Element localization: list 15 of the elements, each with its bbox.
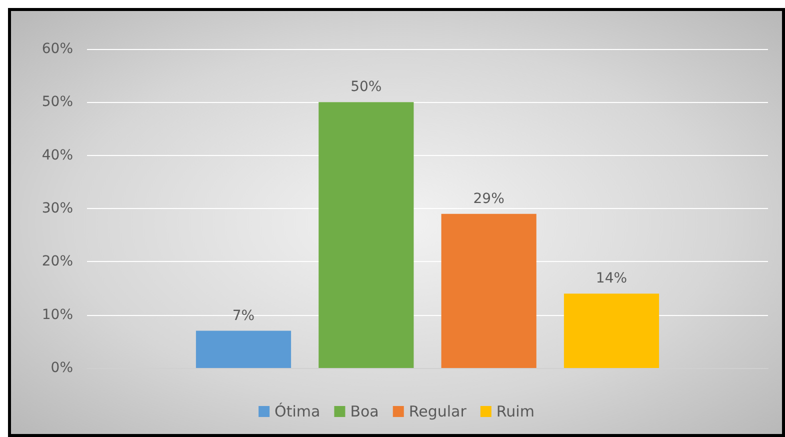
data-label: 7% (232, 308, 255, 324)
y-tick-label: 40% (42, 147, 73, 164)
legend-label: Ótima (274, 402, 320, 420)
y-tick-label: 50% (42, 94, 73, 110)
y-tick-label: 10% (42, 306, 73, 323)
y-tick-label: 60% (42, 41, 73, 57)
legend-label: Regular (408, 402, 468, 420)
y-tick-label: 0% (50, 360, 73, 376)
data-label: 29% (473, 190, 504, 207)
y-tick-label: 30% (42, 200, 73, 216)
data-label: 50% (350, 79, 382, 96)
legend-label: Ruim (496, 402, 534, 420)
legend-label: Boa (350, 402, 379, 420)
y-tick-label: 20% (42, 254, 73, 270)
data-label: 14% (596, 270, 628, 287)
